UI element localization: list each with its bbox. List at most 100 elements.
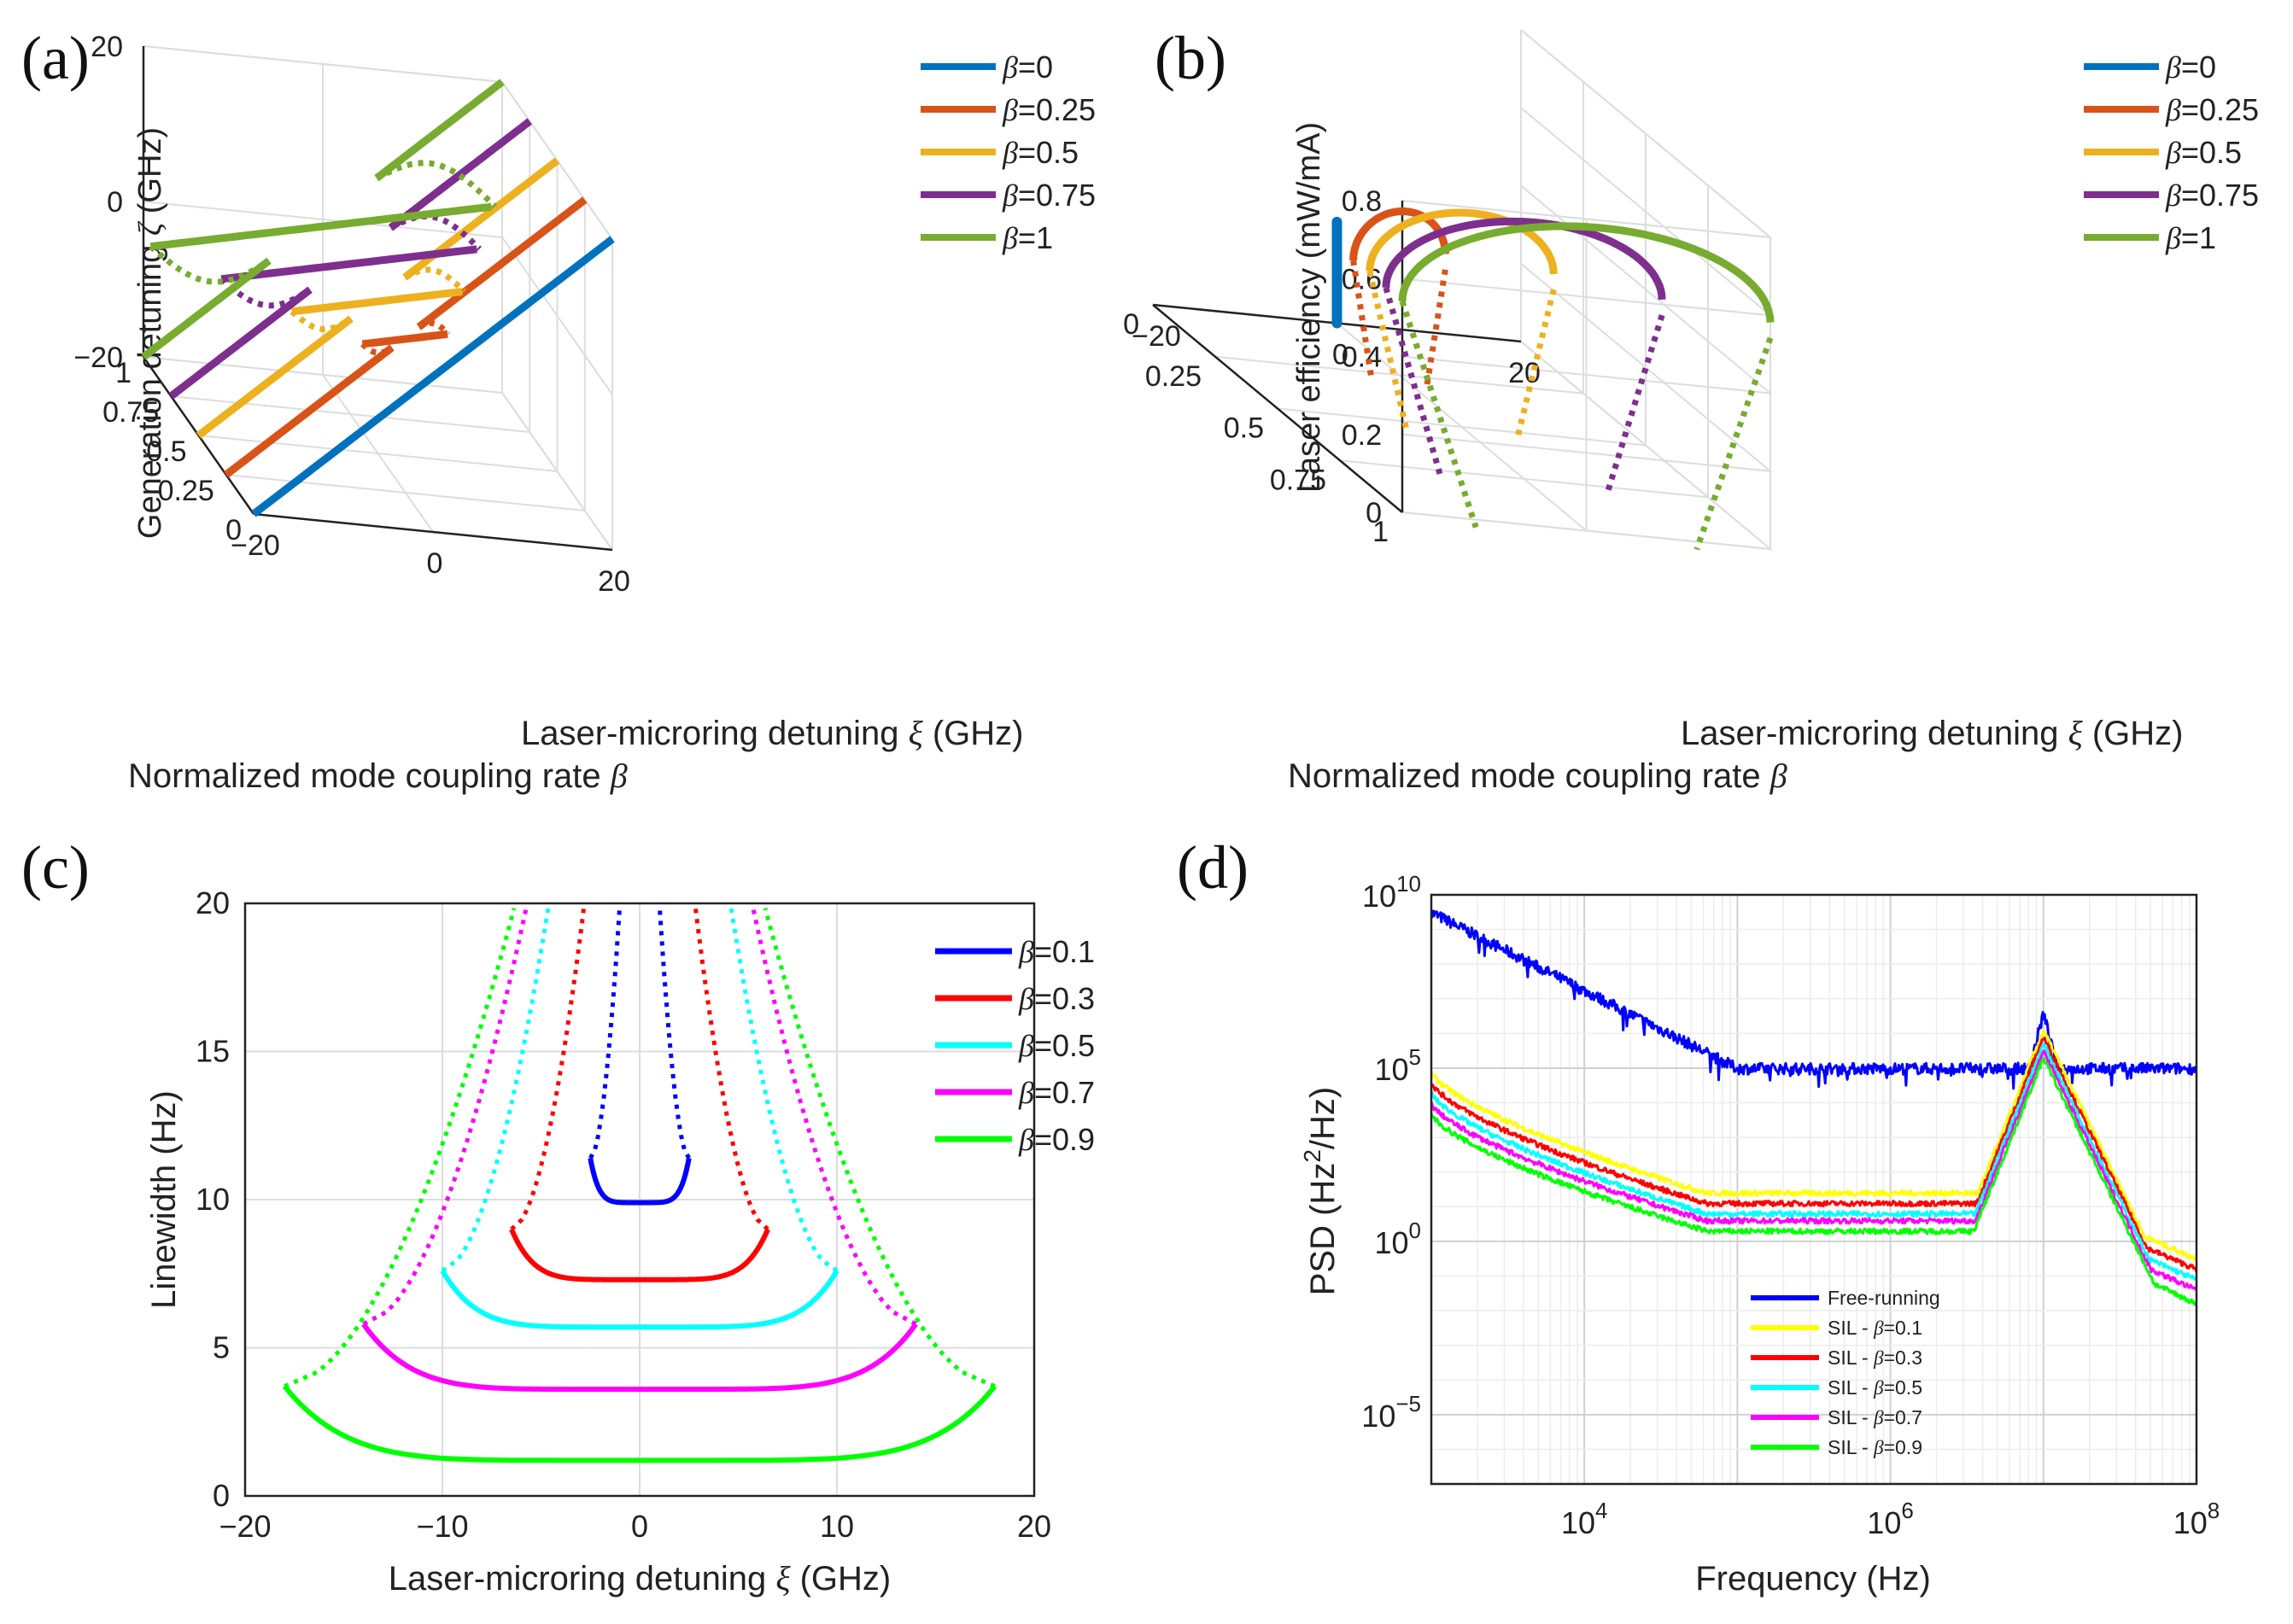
a-y-tick-label: 0 [225, 514, 242, 546]
b-legend-entry-4: β=1 [2165, 220, 2216, 255]
d-x-label: Frequency (Hz) [1695, 1560, 1931, 1598]
b-legend-entry-3: β=0.75 [2165, 178, 2259, 213]
b-z-tick-label: 0 [1366, 497, 1382, 529]
a-z-tick-label: 20 [91, 31, 123, 63]
a-gridline [225, 200, 586, 512]
panel-label-c: (c) [21, 833, 90, 902]
a-legend-beta-symbol: β [1002, 178, 1018, 213]
a-x-label: Laser-microring detuning ξ (GHz) [521, 714, 1023, 752]
c-legend-entry-label: =0.1 [1034, 934, 1095, 969]
c-curve-beta-0.7-solid [361, 1322, 918, 1393]
b-box-edge [1401, 200, 1771, 238]
b-legend-beta-symbol: β [2165, 221, 2181, 255]
d-y-tick-exp: 5 [1409, 1044, 1421, 1070]
a-z-label-text: Generation detuning [132, 236, 168, 539]
a-curve-beta-0.5-middle [291, 288, 463, 316]
d-trace-2 [1430, 1037, 2198, 1272]
c-curve-beta-0.5-dotted [728, 906, 839, 1273]
c-curve-beta-0.9-dotted [284, 908, 517, 1388]
panel-label-d: (d) [1177, 833, 1249, 902]
a-y-tick-label: 0.75 [102, 396, 159, 429]
d-legend-entry-label: SIL - [1828, 1406, 1874, 1428]
b-y-tick-label: 0.5 [1224, 412, 1264, 445]
d-x-tick-exp: 8 [2208, 1498, 2220, 1523]
b-x-tick-label: 20 [1508, 357, 1541, 389]
b-curve-beta-1-dotted-right [1693, 336, 1774, 551]
a-gridline [143, 45, 613, 240]
c-x-tick-label: 20 [1017, 1509, 1051, 1544]
d-legend-entry-label: SIL - [1828, 1436, 1874, 1458]
a-legend-entry-1: β=0.25 [1002, 92, 1096, 127]
a-y-tick-label: 0.5 [146, 435, 186, 468]
b-legend-entry-label: =0 [2181, 50, 2216, 85]
c-legend-beta-symbol: β [1018, 982, 1034, 1016]
b-z-tick-label: 0.6 [1342, 263, 1382, 295]
a-legend-beta-symbol: β [1002, 221, 1018, 255]
c-legend-entry-0: β=0.1 [1018, 934, 1095, 969]
b-curve-beta-0.25-dotted-left [1350, 260, 1375, 381]
c-y-tick-label: 20 [196, 885, 230, 920]
d-trace-0 [1430, 909, 2198, 1090]
d-trace-1 [1430, 1029, 2197, 1262]
a-curve-beta-0.5-lower [196, 315, 354, 439]
a-curve-beta-0.5-dotted-lower [290, 309, 353, 333]
b-curve-beta-0.75-dotted-right [1604, 314, 1665, 496]
b-box-edge [1520, 29, 1771, 238]
c-curve-beta-0.1-dotted [588, 905, 623, 1160]
c-curve-beta-0.1-solid [588, 1157, 692, 1206]
b-z-tick-label: 0.2 [1342, 419, 1382, 452]
a-gridline [198, 161, 559, 473]
d-legend-beta-symbol: β [1873, 1377, 1884, 1399]
b-x-label: Laser-microring detuning ξ (GHz) [1681, 714, 2183, 752]
d-y-label-tail: /Hz) [1304, 1087, 1342, 1149]
c-curve-beta-0.7-dotted [362, 907, 529, 1326]
c-x-label-text: Laser-microring detuning [389, 1560, 776, 1598]
c-legend-entry-label: =0.5 [1034, 1028, 1095, 1063]
b-legend-beta-symbol: β [2165, 93, 2181, 127]
d-legend-entry-value: =0.3 [1884, 1347, 1922, 1369]
b-legend-entry-0: β=0 [2165, 50, 2216, 85]
b-legend-entry-label: =0.75 [2181, 178, 2259, 213]
c-curve-beta-0.5-dotted [441, 906, 551, 1273]
d-legend-entry-label: Free-running [1828, 1287, 1940, 1309]
d-x-tick-exp: 4 [1595, 1498, 1607, 1523]
c-legend-beta-symbol: β [1018, 1076, 1034, 1110]
b-x-label-text: Laser-microring detuning [1681, 715, 2068, 752]
a-curve-beta-0.25-dotted-upper [418, 319, 451, 336]
a-legend-entry-2: β=0.5 [1002, 135, 1079, 170]
c-legend-entry-1: β=0.3 [1018, 981, 1095, 1016]
c-x-tick-label: 10 [820, 1509, 854, 1544]
d-y-label: PSD (Hz2/Hz) [1299, 1087, 1342, 1295]
c-legend-beta-symbol: β [1018, 935, 1034, 969]
b-legend: β=0β=0.25β=0.5β=0.75β=1 [2084, 50, 2259, 255]
b-y-label: Normalized mode coupling rate β [1288, 757, 1787, 795]
b-legend-entry-1: β=0.25 [2165, 92, 2259, 127]
a-legend-beta-symbol: β [1002, 50, 1018, 85]
c-y-label-text: Linewidth (Hz) [145, 1090, 183, 1309]
a-legend-entry-label: =0.5 [1018, 135, 1079, 170]
a-x-label-symbol: ξ [909, 714, 924, 752]
b-curve-beta-0.5-solid [1366, 208, 1558, 275]
d-legend-entry-value: =0.7 [1884, 1406, 1922, 1428]
a-z-label-unit: (GHz) [132, 127, 168, 223]
c-curve-beta-0.9-dotted [763, 908, 996, 1388]
a-curve-beta-0.25-upper [416, 196, 588, 330]
c-curve-beta-0.5-solid [440, 1269, 839, 1330]
b-curve-beta-0.5-dotted-right [1513, 289, 1557, 441]
d-y-label-sup: 2 [1299, 1149, 1325, 1163]
a-curve-beta-0.75-lower [168, 286, 313, 400]
a-legend: β=0β=0.25β=0.5β=0.75β=1 [921, 50, 1096, 255]
a-legend-entry-label: =0.75 [1018, 178, 1096, 213]
c-curve-beta-0.3-solid [509, 1228, 770, 1282]
d-legend-entry-4: SIL - β=0.7 [1828, 1406, 1922, 1428]
a-y-label-symbol: β [610, 757, 628, 795]
a-legend-beta-symbol: β [1002, 93, 1018, 127]
c-legend: β=0.1β=0.3β=0.5β=0.7β=0.9 [935, 934, 1095, 1157]
a-curve-beta-1-middle [149, 202, 492, 251]
a-box-edge [143, 45, 503, 83]
d-y-tick-exp: 0 [1409, 1218, 1421, 1243]
c-legend-entry-4: β=0.9 [1018, 1122, 1095, 1157]
a-legend-entry-3: β=0.75 [1002, 178, 1096, 213]
